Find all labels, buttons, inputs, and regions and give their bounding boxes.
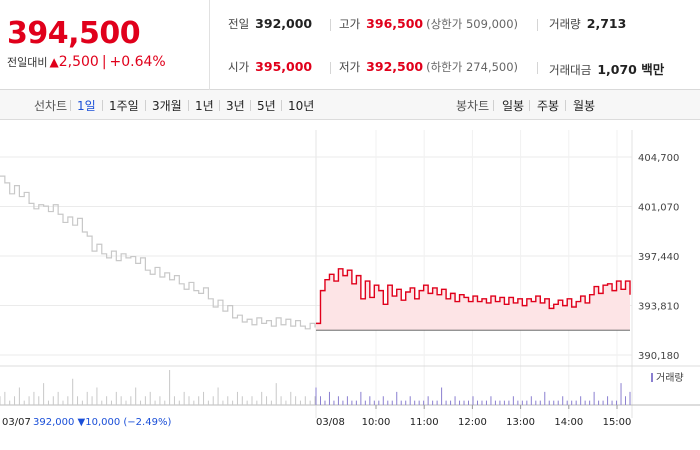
candle-chart-label: 봉차트: [456, 99, 490, 113]
y-tick-label: 393,810: [638, 302, 679, 313]
tab-3y[interactable]: 3년: [226, 99, 245, 113]
x-tick-label: 10:00: [362, 417, 391, 428]
stat-prev-close: 전일 392,000: [228, 16, 312, 32]
stat-label: 거래량: [549, 17, 581, 31]
change-label: 전일대비: [7, 56, 48, 69]
divider: [145, 100, 146, 111]
stat-value: 392,500: [366, 59, 424, 74]
change-percent: +0.64%: [109, 54, 166, 70]
stat-open: 시가 395,000: [228, 59, 312, 75]
stat-value: 392,000: [255, 16, 313, 31]
change-amount: 2,500: [58, 54, 99, 70]
x-tick-label: 13:00: [506, 417, 535, 428]
tab-daily-candle[interactable]: 일봉: [502, 99, 525, 113]
stat-value: 395,000: [255, 59, 313, 74]
today-line: [316, 268, 631, 325]
up-arrow-icon: ▲: [49, 55, 59, 69]
volume-legend-swatch: [651, 373, 653, 382]
y-tick-label: 404,700: [638, 153, 679, 164]
x-tick-label: 14:00: [554, 417, 583, 428]
divider: [537, 62, 538, 74]
divider: [102, 100, 103, 111]
tab-1w[interactable]: 1주일: [109, 99, 139, 113]
divider: [70, 100, 71, 111]
divider: [493, 100, 494, 111]
tab-10y[interactable]: 10년: [288, 99, 315, 113]
y-tick-label: 397,440: [638, 252, 679, 263]
volume-chart: 거래량: [0, 365, 700, 406]
divider: [281, 100, 282, 111]
stat-value: 1,070 백만: [597, 62, 665, 77]
divider: [529, 100, 530, 111]
prev-date-label: 03/07: [2, 417, 31, 428]
stat-value: 396,500: [366, 16, 424, 31]
stat-high: 고가 396,500 (상한가 509,000): [339, 16, 518, 32]
stat-value: 2,713: [586, 16, 627, 31]
x-tick-label: 11:00: [410, 417, 439, 428]
stat-sub: (하한가 274,500): [426, 60, 519, 74]
stat-label: 전일: [228, 17, 250, 31]
y-tick-label: 390,180: [638, 351, 679, 362]
stat-label: 고가: [339, 17, 361, 31]
tab-1d[interactable]: 1일: [77, 99, 96, 113]
divider: [565, 100, 566, 111]
divider: [537, 19, 538, 31]
prev-day-summary: 392,000 ▼10,000 (−2.49%): [33, 417, 171, 428]
divider: [188, 100, 189, 111]
change-separator: |: [101, 54, 107, 70]
divider: [330, 19, 331, 31]
prev-summary-pct: (−2.49%): [123, 417, 171, 428]
divider: [219, 100, 220, 111]
tab-3m[interactable]: 3개월: [152, 99, 182, 113]
grid: [0, 130, 633, 418]
stat-label: 저가: [339, 60, 361, 74]
divider: [250, 100, 251, 111]
period-tabbar: 선차트 1일 1주일 3개월 1년 3년 5년 10년 봉차트 일봉 주봉 월봉: [0, 90, 700, 120]
tab-1y[interactable]: 1년: [195, 99, 214, 113]
today-series: [316, 268, 631, 331]
down-arrow-icon: ▼: [78, 417, 86, 428]
stat-volume: 거래량 2,713: [549, 16, 626, 32]
stat-low: 저가 392,500 (하한가 274,500): [339, 59, 518, 75]
y-axis: 404,700 401,070 397,440 393,810 390,180: [638, 153, 679, 362]
prev-day-line: [0, 175, 316, 330]
current-price: 394,500: [7, 16, 141, 51]
tab-weekly-candle[interactable]: 주봉: [537, 99, 560, 113]
x-axis: 03/07 392,000 ▼10,000 (−2.49%) 03/08 10:00 1…: [2, 405, 631, 428]
y-tick-label: 401,070: [638, 203, 679, 214]
stat-sub: (상한가 509,000): [426, 17, 519, 31]
stat-label: 시가: [228, 60, 250, 74]
x-tick-label: 15:00: [603, 417, 632, 428]
tab-5y[interactable]: 5년: [257, 99, 276, 113]
stat-label: 거래대금: [549, 63, 592, 77]
x-tick-label: 12:00: [458, 417, 487, 428]
stat-trade-value: 거래대금 1,070 백만: [549, 59, 664, 78]
prev-summary-change: 10,000: [85, 417, 123, 428]
line-chart-label: 선차트: [34, 99, 68, 113]
prev-day-series: [0, 175, 316, 330]
quote-header: 394,500 전일대비 ▲2,500 | +0.64% 전일 392,000 고가 39…: [0, 0, 700, 90]
prev-summary-close: 392,000: [33, 417, 78, 428]
volume-legend-label: 거래량: [656, 372, 684, 384]
price-summary: 394,500 전일대비 ▲2,500 | +0.64%: [0, 0, 210, 90]
tab-monthly-candle[interactable]: 월봉: [573, 99, 596, 113]
divider: [330, 62, 331, 74]
today-date-label: 03/08: [316, 417, 345, 428]
change-row: 전일대비 ▲2,500 | +0.64%: [7, 54, 166, 70]
